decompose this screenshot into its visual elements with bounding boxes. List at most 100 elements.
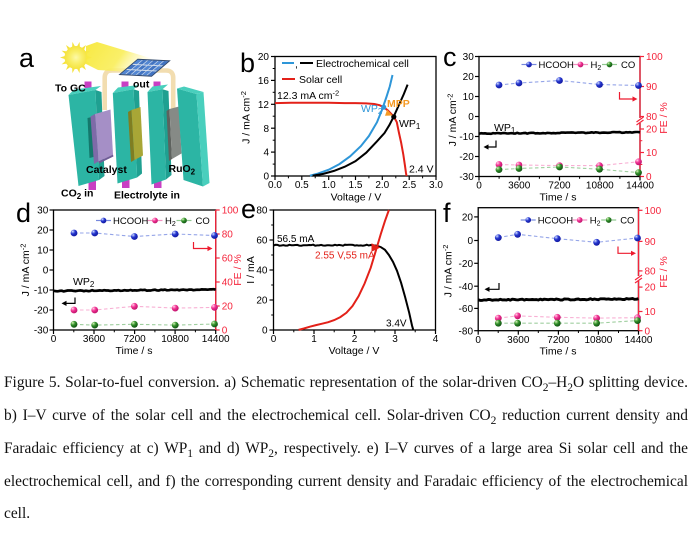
svg-text:CO: CO	[620, 216, 634, 227]
svg-text:WP1: WP1	[494, 122, 516, 135]
svg-text:20: 20	[646, 125, 658, 136]
svg-text:4: 4	[433, 334, 439, 345]
svg-text:-30: -30	[459, 172, 474, 183]
svg-text:2: 2	[352, 334, 358, 345]
svg-text:100: 100	[645, 206, 662, 217]
svg-text:H2: H2	[165, 216, 176, 228]
svg-text:Electrochemical cell: Electrochemical cell	[316, 58, 409, 70]
svg-text:1: 1	[311, 334, 317, 345]
svg-text:12: 12	[258, 100, 270, 111]
svg-text:d: d	[16, 198, 31, 228]
svg-text:Time / s: Time / s	[116, 345, 153, 357]
svg-text:0.5: 0.5	[295, 180, 309, 191]
svg-text:J / mA cm-2: J / mA cm-2	[239, 91, 253, 144]
svg-text:0: 0	[468, 112, 474, 123]
svg-text:-40: -40	[459, 282, 474, 293]
svg-text:10800: 10800	[586, 181, 614, 192]
svg-text:-20: -20	[459, 152, 474, 163]
svg-text:10800: 10800	[584, 335, 612, 346]
svg-text:Solar cell: Solar cell	[299, 74, 342, 86]
svg-text:Time / s: Time / s	[540, 346, 577, 358]
svg-text:30: 30	[37, 206, 49, 217]
svg-text:J / mA cm-2: J / mA cm-2	[441, 245, 455, 298]
svg-text:10: 10	[646, 148, 658, 159]
svg-text:b: b	[240, 48, 255, 78]
svg-text:80: 80	[256, 206, 268, 217]
svg-text:Electrolyte in: Electrolyte in	[114, 190, 180, 202]
svg-text:-20: -20	[34, 306, 49, 317]
svg-text:80: 80	[646, 112, 658, 123]
svg-text:RuO2: RuO2	[169, 163, 196, 177]
svg-text:Time / s: Time / s	[540, 192, 577, 204]
svg-text:HCOOH: HCOOH	[539, 60, 575, 71]
svg-text:2.5: 2.5	[402, 180, 416, 191]
svg-text:20: 20	[256, 296, 268, 307]
svg-text:8: 8	[263, 124, 269, 135]
svg-text:2.0: 2.0	[375, 180, 389, 191]
svg-text:3.0: 3.0	[429, 180, 443, 191]
svg-text:out: out	[133, 79, 150, 91]
svg-text:2.55 V,55 mA: 2.55 V,55 mA	[315, 251, 375, 262]
svg-text:1.0: 1.0	[322, 180, 336, 191]
svg-text:J / mA cm-2: J / mA cm-2	[446, 94, 460, 147]
svg-text:3: 3	[392, 334, 398, 345]
svg-text:-20: -20	[459, 259, 474, 270]
svg-text:-10: -10	[34, 286, 49, 297]
svg-text:3.4V: 3.4V	[386, 319, 407, 330]
svg-text:56.5 mA: 56.5 mA	[277, 234, 315, 245]
svg-text:a: a	[19, 43, 35, 73]
svg-text:0: 0	[475, 335, 481, 346]
svg-text:20: 20	[222, 302, 234, 313]
svg-text:Voltage / V: Voltage / V	[329, 345, 380, 357]
svg-text:c: c	[443, 42, 457, 72]
svg-text:MPP: MPP	[387, 98, 410, 110]
svg-text:1.5: 1.5	[349, 180, 363, 191]
svg-text:H2: H2	[591, 60, 602, 72]
svg-text:40: 40	[256, 266, 268, 277]
svg-text:0: 0	[263, 172, 269, 183]
svg-text:e: e	[241, 194, 256, 224]
svg-text:3600: 3600	[83, 334, 106, 345]
svg-text:0: 0	[476, 181, 482, 192]
svg-text:,: ,	[295, 59, 298, 71]
svg-text:10: 10	[463, 92, 475, 103]
svg-text:7200: 7200	[548, 181, 571, 192]
svg-text:14400: 14400	[202, 334, 230, 345]
svg-text:f: f	[443, 198, 451, 228]
svg-text:10800: 10800	[161, 334, 189, 345]
svg-text:16: 16	[258, 76, 270, 87]
svg-text:90: 90	[646, 82, 658, 93]
svg-text:80: 80	[222, 230, 234, 241]
svg-text:WP1: WP1	[399, 118, 421, 131]
svg-text:90: 90	[645, 237, 657, 248]
svg-text:20: 20	[258, 52, 270, 63]
svg-text:2.4 V: 2.4 V	[409, 164, 434, 176]
svg-text:0: 0	[467, 236, 473, 247]
svg-text:4: 4	[263, 148, 269, 159]
svg-text:-60: -60	[459, 304, 474, 315]
svg-text:To GC: To GC	[55, 83, 86, 95]
svg-text:60: 60	[222, 254, 234, 265]
svg-text:20: 20	[645, 283, 657, 294]
svg-text:3600: 3600	[508, 181, 531, 192]
svg-text:30: 30	[463, 52, 475, 63]
svg-text:0: 0	[43, 266, 49, 277]
svg-text:I / mA: I / mA	[245, 256, 257, 283]
svg-text:Catalyst: Catalyst	[86, 164, 127, 176]
svg-text:HCOOH: HCOOH	[113, 216, 149, 227]
svg-text:0: 0	[271, 334, 277, 345]
svg-text:CO2 in: CO2 in	[61, 188, 93, 202]
svg-text:FE / %: FE / %	[232, 254, 244, 286]
svg-text:HCOOH: HCOOH	[538, 216, 574, 227]
svg-text:14400: 14400	[625, 335, 653, 346]
svg-text:J / mA cm-2: J / mA cm-2	[19, 244, 33, 297]
svg-text:0: 0	[646, 172, 652, 183]
svg-text:80: 80	[645, 267, 657, 278]
svg-text:CO: CO	[196, 216, 210, 227]
svg-text:20: 20	[463, 72, 475, 83]
svg-text:12.3 mA cm-2: 12.3 mA cm-2	[277, 89, 339, 103]
svg-text:20: 20	[462, 213, 474, 224]
svg-text:WP2: WP2	[73, 276, 95, 289]
svg-text:H2: H2	[590, 216, 601, 228]
svg-text:-30: -30	[34, 326, 49, 337]
